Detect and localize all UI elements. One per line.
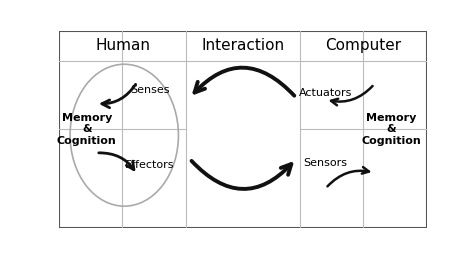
- Text: Actuators: Actuators: [299, 88, 352, 98]
- FancyBboxPatch shape: [59, 31, 427, 228]
- Text: Senses: Senses: [130, 85, 170, 95]
- Text: Human: Human: [95, 38, 150, 53]
- Text: Memory
&
Cognition: Memory & Cognition: [57, 113, 117, 146]
- Text: Memory
&
Cognition: Memory & Cognition: [361, 113, 421, 146]
- Text: Sensors: Sensors: [303, 158, 347, 168]
- Text: Computer: Computer: [325, 38, 401, 53]
- Text: Interaction: Interaction: [201, 38, 284, 53]
- Text: Effectors: Effectors: [125, 160, 175, 170]
